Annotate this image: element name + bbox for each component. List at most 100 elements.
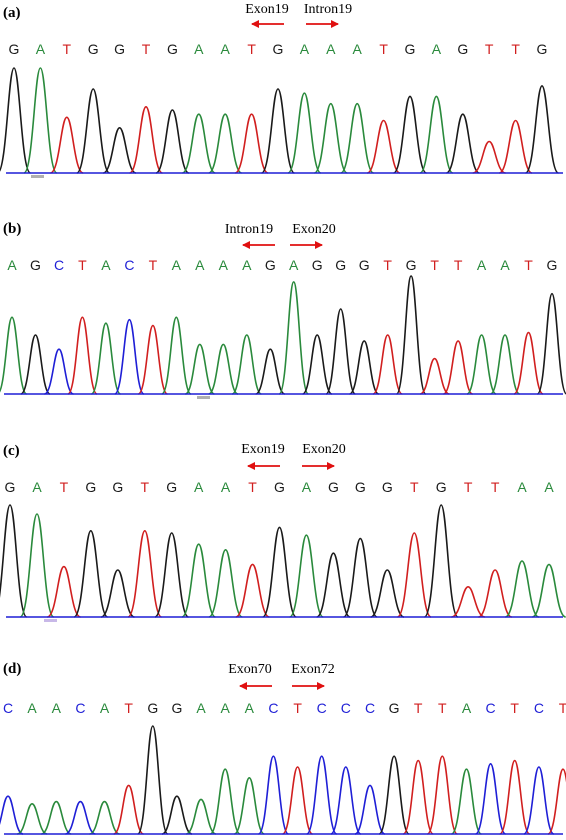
- trace-peak: [90, 322, 122, 395]
- trace-peak: [0, 795, 24, 835]
- base-call: A: [196, 700, 206, 716]
- trace-peaks: [0, 67, 560, 174]
- trace-peak: [257, 755, 290, 835]
- base-call: T: [559, 700, 566, 716]
- trace-peak: [137, 324, 169, 395]
- base-call: G: [457, 41, 468, 57]
- trace-peak: [127, 529, 163, 618]
- trace-peak: [255, 348, 286, 395]
- trace-peak: [209, 768, 241, 835]
- base-call: G: [166, 479, 177, 495]
- base-call: T: [149, 257, 158, 273]
- base-call: T: [438, 700, 447, 716]
- trace-peak: [499, 759, 531, 835]
- base-call: T: [142, 41, 151, 57]
- trace-peak: [498, 119, 533, 174]
- trace-peak: [513, 331, 544, 395]
- base-call: A: [172, 257, 182, 273]
- base-call: G: [167, 41, 178, 57]
- trace-peak: [20, 334, 51, 395]
- trace-peak: [161, 795, 193, 835]
- base-call: G: [273, 41, 284, 57]
- trace-peak: [0, 316, 28, 395]
- trace-peak: [231, 334, 263, 395]
- base-call: A: [517, 479, 527, 495]
- trace-peak: [305, 755, 338, 835]
- base-call: T: [248, 479, 257, 495]
- base-call: A: [194, 479, 204, 495]
- trace-peak: [315, 552, 351, 618]
- trace-peak: [354, 784, 386, 835]
- trace-peak: [395, 275, 427, 395]
- base-call: C: [268, 700, 278, 716]
- trace-peak: [89, 800, 120, 835]
- trace-peak: [184, 343, 216, 395]
- left-junction-label: Exon70: [228, 662, 272, 677]
- base-call: T: [524, 257, 533, 273]
- base-call: G: [171, 700, 182, 716]
- base-call: C: [365, 700, 375, 716]
- trace-peak: [0, 67, 32, 174]
- trace-peak: [472, 140, 506, 174]
- base-call: T: [491, 479, 500, 495]
- trace-peak: [287, 92, 322, 174]
- trace-peaks: [0, 504, 566, 618]
- panel-label: (c): [3, 443, 20, 459]
- trace-peak: [260, 88, 296, 174]
- panel-label: (d): [3, 661, 21, 677]
- base-call: C: [317, 700, 327, 716]
- trace-peak: [451, 585, 486, 618]
- base-call: C: [486, 700, 496, 716]
- trace-peak: [423, 504, 459, 618]
- base-call: A: [353, 41, 363, 57]
- trace-peak: [154, 532, 190, 618]
- trace-peak: [185, 798, 217, 835]
- base-call: A: [221, 700, 231, 716]
- base-call: A: [194, 41, 204, 57]
- base-call: A: [221, 479, 231, 495]
- trace-peak: [137, 725, 169, 835]
- trace-peak: [372, 334, 403, 395]
- trace-peak: [340, 102, 375, 174]
- base-call: T: [60, 479, 69, 495]
- trace-peak: [419, 357, 450, 395]
- base-call: A: [462, 700, 472, 716]
- trace-peak: [301, 334, 333, 395]
- left-junction-label: Exon19: [241, 442, 285, 457]
- trace-peak: [281, 766, 314, 835]
- base-call: A: [245, 700, 255, 716]
- base-call: G: [405, 41, 416, 57]
- trace-peak: [466, 334, 497, 395]
- base-call: G: [274, 479, 285, 495]
- base-call: A: [52, 700, 62, 716]
- trace-peak: [67, 316, 98, 395]
- trace-peak: [40, 800, 72, 835]
- left-junction-label: Intron19: [225, 222, 273, 237]
- trace-peak: [155, 109, 190, 174]
- right-junction-label: Exon20: [292, 222, 336, 237]
- trace-peak: [443, 340, 474, 395]
- trace-peak: [46, 565, 81, 618]
- trace-peak: [113, 784, 145, 835]
- trace-peak: [0, 504, 28, 618]
- base-call: G: [5, 479, 16, 495]
- trace-peak: [330, 766, 362, 835]
- base-call: T: [414, 700, 423, 716]
- trace-peak: [524, 85, 560, 174]
- trace-peak: [536, 292, 566, 395]
- trace-peak: [419, 95, 454, 174]
- base-call: A: [32, 479, 42, 495]
- base-call: A: [289, 257, 299, 273]
- right-junction-label: Exon20: [302, 442, 346, 457]
- trace-peak: [262, 526, 297, 618]
- trace-peak: [234, 113, 269, 174]
- base-call: G: [547, 257, 558, 273]
- base-call: A: [27, 700, 37, 716]
- base-call: A: [221, 41, 231, 57]
- trace-peak: [531, 563, 566, 618]
- base-call: G: [537, 41, 548, 57]
